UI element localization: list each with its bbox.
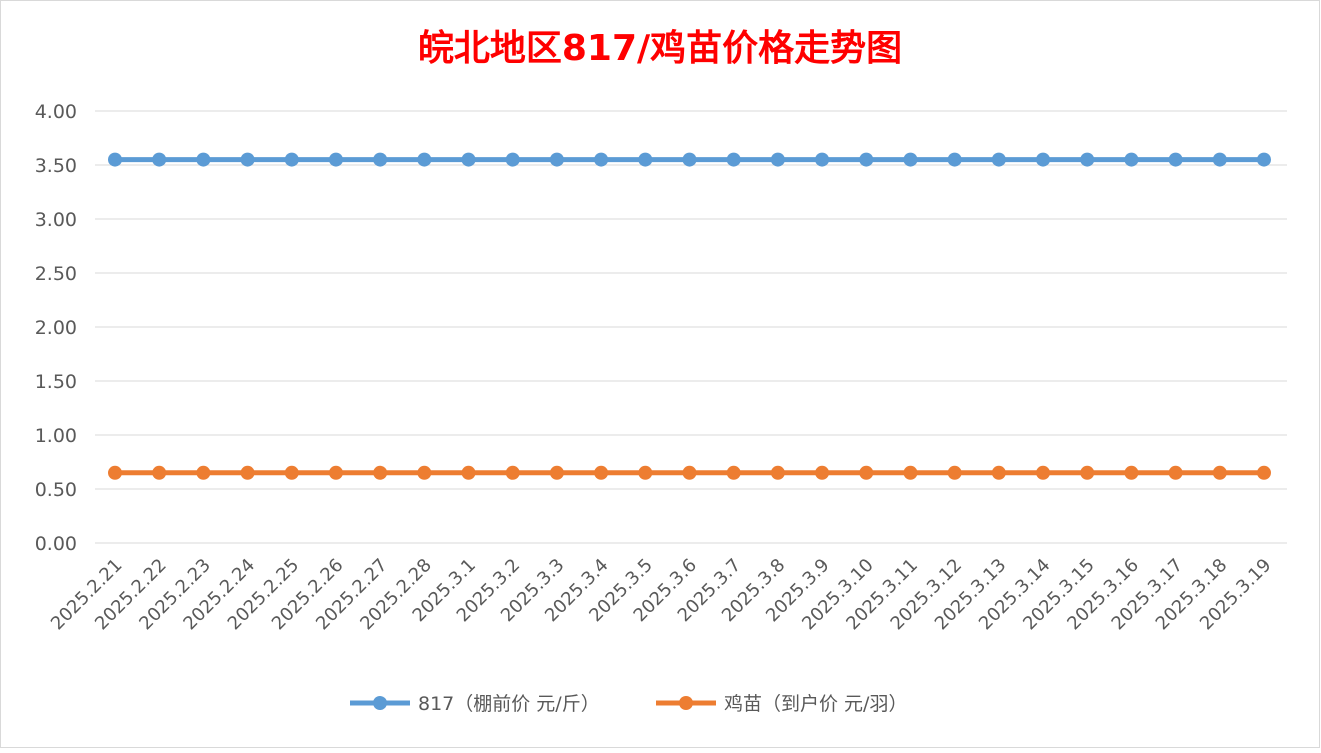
data-point xyxy=(373,465,388,480)
y-tick-label: 0.00 xyxy=(35,533,77,555)
data-point xyxy=(770,465,785,480)
data-point xyxy=(505,152,520,167)
data-point xyxy=(726,152,741,167)
data-point xyxy=(240,465,255,480)
data-point xyxy=(152,152,167,167)
data-point xyxy=(108,152,122,167)
data-point xyxy=(638,152,653,167)
data-point xyxy=(328,465,343,480)
data-point xyxy=(284,152,299,167)
y-tick-label: 0.50 xyxy=(35,479,77,501)
data-point xyxy=(1080,465,1095,480)
data-point xyxy=(461,152,476,167)
data-point xyxy=(505,465,520,480)
data-point xyxy=(549,152,564,167)
legend-item: 817（棚前价 元/斤） xyxy=(350,693,600,715)
legend-label: 鸡苗（到户价 元/羽） xyxy=(724,693,907,715)
data-point xyxy=(152,465,167,480)
data-point xyxy=(549,465,564,480)
data-point xyxy=(1036,465,1051,480)
data-point xyxy=(991,152,1006,167)
data-point xyxy=(1124,152,1139,167)
data-point xyxy=(417,465,432,480)
legend-label: 817（棚前价 元/斤） xyxy=(418,693,600,715)
data-point xyxy=(284,465,299,480)
data-point xyxy=(417,152,432,167)
data-point xyxy=(1168,152,1183,167)
data-point xyxy=(373,152,388,167)
data-point xyxy=(947,465,962,480)
legend-item: 鸡苗（到户价 元/羽） xyxy=(656,693,907,715)
legend-marker xyxy=(679,696,693,710)
data-point xyxy=(903,152,918,167)
data-point xyxy=(108,465,122,480)
y-tick-label: 1.50 xyxy=(35,371,77,393)
legend-marker xyxy=(373,696,387,710)
data-point xyxy=(770,152,785,167)
gridlines xyxy=(95,110,1287,544)
data-point xyxy=(328,152,343,167)
y-tick-label: 3.50 xyxy=(35,155,77,177)
data-point xyxy=(815,465,830,480)
data-point xyxy=(594,465,609,480)
data-point xyxy=(638,465,653,480)
data-point xyxy=(903,465,918,480)
data-point xyxy=(947,152,962,167)
data-point xyxy=(1212,152,1227,167)
y-tick-label: 2.00 xyxy=(35,317,77,339)
y-tick-label: 1.00 xyxy=(35,425,77,447)
data-point xyxy=(1036,152,1051,167)
data-point xyxy=(240,152,255,167)
y-tick-label: 2.50 xyxy=(35,263,77,285)
data-point xyxy=(1257,465,1271,480)
chart-title: 皖北地区817/鸡苗价格走势图 xyxy=(418,28,902,69)
data-point xyxy=(859,465,874,480)
y-tick-label: 3.00 xyxy=(35,209,77,231)
data-point xyxy=(461,465,476,480)
data-point xyxy=(682,152,697,167)
data-point xyxy=(991,465,1006,480)
series-1 xyxy=(108,152,1271,167)
series-layer xyxy=(108,152,1271,480)
data-point xyxy=(859,152,874,167)
data-point xyxy=(1257,152,1271,167)
data-point xyxy=(594,152,609,167)
y-axis-tick-labels: 0.00 0.50 1.00 1.50 2.00 2.50 3.00 3.50 4.00 xyxy=(35,101,77,555)
legend: 817（棚前价 元/斤） 鸡苗（到户价 元/羽） xyxy=(350,693,907,715)
data-point xyxy=(1212,465,1227,480)
data-point xyxy=(196,465,211,480)
data-point xyxy=(1080,152,1095,167)
data-point xyxy=(196,152,211,167)
series-2 xyxy=(108,465,1271,480)
data-point xyxy=(726,465,741,480)
y-tick-label: 4.00 xyxy=(35,101,77,123)
data-point xyxy=(1168,465,1183,480)
data-point xyxy=(1124,465,1139,480)
data-point xyxy=(682,465,697,480)
data-point xyxy=(815,152,830,167)
